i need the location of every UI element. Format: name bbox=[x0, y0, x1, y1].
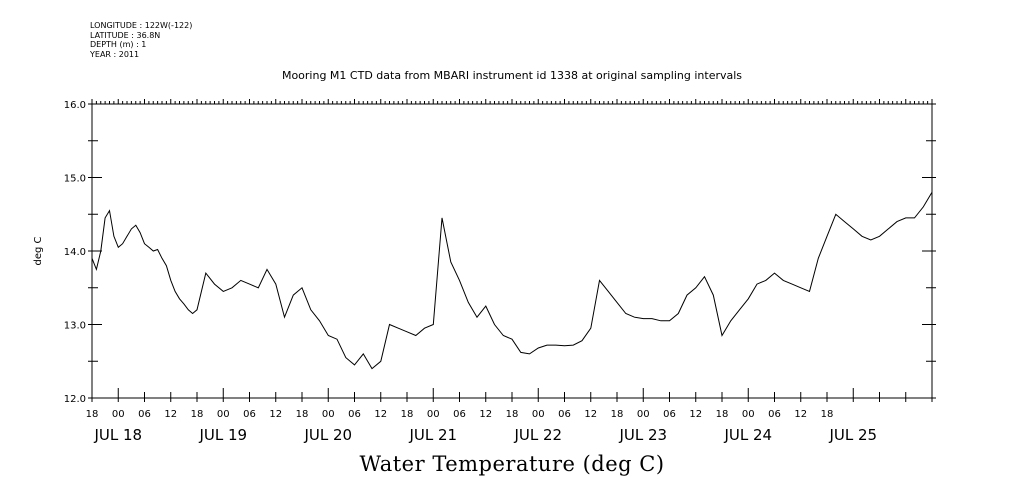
x-day-label: JUL 18 bbox=[93, 426, 142, 444]
x-day-label: JUL 23 bbox=[618, 426, 667, 444]
x-hour-label: 18 bbox=[296, 409, 309, 420]
x-day-label: JUL 19 bbox=[198, 426, 247, 444]
x-hour-label: 00 bbox=[217, 409, 230, 420]
x-day-label: JUL 22 bbox=[513, 426, 562, 444]
longitude-label: LONGITUDE : 122W(-122) bbox=[90, 21, 193, 30]
x-hour-label: 12 bbox=[479, 409, 492, 420]
x-hour-label: 12 bbox=[584, 409, 597, 420]
x-day-label: JUL 24 bbox=[723, 426, 772, 444]
y-tick-label: 13.0 bbox=[64, 321, 86, 332]
x-hour-label: 06 bbox=[558, 409, 571, 420]
y-tick-label: 14.0 bbox=[64, 247, 86, 258]
x-hour-label: 00 bbox=[322, 409, 335, 420]
x-hour-label: 06 bbox=[138, 409, 151, 420]
x-day-label: JUL 25 bbox=[828, 426, 877, 444]
x-hour-label: 18 bbox=[401, 409, 414, 420]
x-hour-label: 06 bbox=[768, 409, 781, 420]
x-day-label: JUL 20 bbox=[303, 426, 352, 444]
y-tick-label: 12.0 bbox=[64, 394, 86, 405]
x-hour-label: 00 bbox=[112, 409, 125, 420]
depth-label: DEPTH (m) : 1 bbox=[90, 40, 147, 49]
x-hour-label: 12 bbox=[269, 409, 282, 420]
x-hour-label: 18 bbox=[611, 409, 624, 420]
y-axis-label: deg C bbox=[33, 236, 44, 265]
x-hour-label: 18 bbox=[506, 409, 519, 420]
year-label: YEAR : 2011 bbox=[90, 49, 140, 59]
x-axis: 18 00 06 12 18 00 06 12 18 00 06 12 18 00 06 12 18 00 06 12… bbox=[86, 99, 933, 444]
latitude-label: LATITUDE : 36.8N bbox=[90, 30, 161, 40]
x-hour-label: 06 bbox=[663, 409, 676, 420]
x-day-label: JUL 21 bbox=[408, 426, 457, 444]
metadata-block: LONGITUDE : 122W(-122) LATITUDE : 36.8N … bbox=[90, 21, 192, 59]
x-hour-label: 00 bbox=[532, 409, 545, 420]
x-hour-label: 12 bbox=[374, 409, 387, 420]
y-tick-label: 15.0 bbox=[64, 174, 86, 185]
chart-title: Mooring M1 CTD data from MBARI instrumen… bbox=[281, 69, 743, 82]
series-line-water-temperature bbox=[91, 191, 933, 370]
x-hour-label: 18 bbox=[191, 409, 204, 420]
x-hour-label: 00 bbox=[637, 409, 650, 420]
x-hour-label: 06 bbox=[453, 409, 466, 420]
x-hour-label: 06 bbox=[243, 409, 256, 420]
x-hour-label: 18 bbox=[716, 409, 729, 420]
x-hour-label: 06 bbox=[348, 409, 361, 420]
x-hour-label: 18 bbox=[86, 409, 99, 420]
x-hour-label: 12 bbox=[164, 409, 177, 420]
plot-frame bbox=[91, 103, 933, 399]
x-hour-label: 18 bbox=[821, 409, 834, 420]
x-axis-title: Water Temperature (deg C) bbox=[359, 452, 665, 476]
x-hour-label: 00 bbox=[742, 409, 755, 420]
x-hour-label: 12 bbox=[794, 409, 807, 420]
y-tick-label: 16.0 bbox=[64, 100, 86, 111]
x-hour-label: 12 bbox=[689, 409, 702, 420]
x-hour-label: 00 bbox=[427, 409, 440, 420]
y-axis: 12.0 13.0 14.0 15.0 16.0 bbox=[64, 100, 936, 405]
